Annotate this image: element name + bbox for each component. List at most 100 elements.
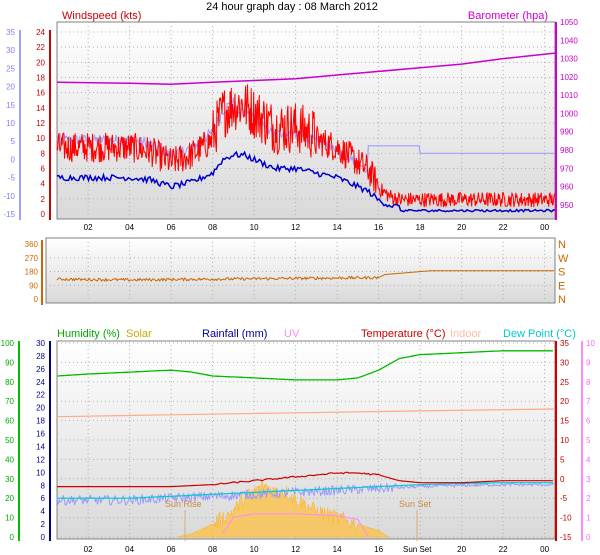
humidity-series — [56, 350, 553, 381]
legend-rainfall: Rainfall (mm) — [202, 328, 267, 340]
rainfall-tick: 10 — [36, 468, 45, 477]
barometer-tick: 1050 — [560, 18, 578, 27]
top-x-tick-label: 10 — [250, 223, 259, 232]
rainfall-tick: 20 — [36, 404, 45, 413]
rainfall-tick: 22 — [36, 391, 45, 400]
humidity-tick: 90 — [5, 358, 14, 367]
top-x-tick-label: 16 — [374, 223, 383, 232]
bottom-x-tick-label: 06 — [167, 545, 176, 554]
windspeed-tick: 4 — [41, 180, 46, 189]
humidity-tick: 80 — [5, 378, 14, 387]
bottom-ticks: 0102030405060708090100024681012141618202… — [1, 339, 596, 542]
humidity-tick: 20 — [5, 494, 14, 503]
wind-average-series — [56, 150, 556, 213]
temperature-tick: 30 — [560, 358, 569, 367]
uv-tick: 9 — [586, 358, 591, 367]
compass-label: N — [558, 239, 566, 251]
windspeed-tick: 8 — [41, 149, 46, 158]
rainfall-tick: 8 — [41, 481, 46, 490]
top-x-tick-label: 18 — [416, 223, 425, 232]
temperature-tick: 35 — [560, 339, 569, 348]
legend-temperature: Temperature (°C) — [361, 328, 445, 340]
wind-gust-series — [56, 84, 555, 208]
temperature-tick: 10 — [560, 436, 569, 445]
temperature-tick: -10 — [560, 514, 572, 523]
top-x-tick-label: 14 — [333, 223, 342, 232]
legend-solar: Solar — [126, 328, 152, 340]
humidity-tick: 70 — [5, 397, 14, 406]
bottom-x-tick-label: 12 — [291, 545, 300, 554]
wind-outer-tick: 0 — [11, 155, 16, 164]
windspeed-tick: 14 — [36, 104, 45, 113]
direction-tick: 180 — [25, 268, 39, 277]
direction-tick: 270 — [25, 254, 39, 263]
barometer-tick: 980 — [560, 146, 574, 155]
windspeed-tick: 10 — [36, 134, 45, 143]
windspeed-axis-label: Windspeed (kts) — [62, 10, 141, 22]
bottom-x-tick-label: 02 — [84, 545, 93, 554]
temperature-tick: -5 — [560, 494, 568, 503]
bottom-legend: Humidity (%) Solar Rainfall (mm) UV Temp… — [57, 328, 576, 340]
wind-outer-tick: 20 — [6, 83, 15, 92]
windspeed-tick: 12 — [36, 119, 45, 128]
barometer-tick: 1020 — [560, 73, 578, 82]
rainfall-tick: 24 — [36, 378, 45, 387]
sun-set-axis-label: Sun Set — [403, 545, 432, 554]
top-series — [56, 52, 556, 213]
wind-outer-tick: 10 — [6, 119, 15, 128]
top-x-tick-label: 04 — [125, 223, 134, 232]
barometer-axis-label: Barometer (hpa) — [468, 10, 548, 22]
rainfall-tick: 28 — [36, 352, 45, 361]
humidity-tick: 40 — [5, 455, 14, 464]
wind-outer-tick: -15 — [3, 210, 15, 219]
compass-label: N — [558, 294, 566, 306]
barometer-tick: 1010 — [560, 91, 578, 100]
bottom-x-tick-label: 08 — [208, 545, 217, 554]
indoor-series — [56, 408, 556, 418]
compass-label: E — [558, 280, 565, 292]
compass-label: S — [558, 267, 565, 279]
temperature-tick: 0 — [560, 475, 565, 484]
rainfall-tick: 14 — [36, 442, 45, 451]
wind-outer-tick: 15 — [6, 101, 15, 110]
direction-tick: 0 — [34, 295, 39, 304]
windspeed-tick: 16 — [36, 89, 45, 98]
rainfall-tick: 4 — [41, 507, 46, 516]
barometer-tick: 960 — [560, 183, 574, 192]
wind-outer-tick: 35 — [6, 28, 15, 37]
windspeed-tick: 22 — [36, 43, 45, 52]
mid-series — [56, 270, 554, 282]
legend-humidity: Humidity (%) — [57, 328, 120, 340]
windspeed-tick: 24 — [36, 28, 45, 37]
uv-tick: 8 — [586, 378, 591, 387]
rainfall-series — [56, 482, 555, 506]
legend-indoor: Indoor — [450, 328, 482, 340]
rainfall-tick: 6 — [41, 494, 46, 503]
humidity-tick: 0 — [10, 533, 15, 542]
bottom-series — [56, 350, 556, 538]
uv-tick: 10 — [586, 339, 595, 348]
uv-tick: 5 — [586, 436, 591, 445]
top-x-tick-label: 12 — [291, 223, 300, 232]
top-grid — [57, 22, 555, 219]
barometer-series — [56, 52, 556, 85]
top-x-tick-label: 20 — [457, 223, 466, 232]
barometer-tick: 1040 — [560, 36, 578, 45]
rainfall-tick: 26 — [36, 365, 45, 374]
wind-outer-tick: 25 — [6, 64, 15, 73]
humidity-tick: 60 — [5, 417, 14, 426]
uv-tick: 0 — [586, 533, 591, 542]
windspeed-tick: 0 — [41, 210, 46, 219]
wind-outer-tick: 5 — [11, 137, 16, 146]
temperature-tick: 15 — [560, 417, 569, 426]
bottom-x-tick-label: 14 — [333, 545, 342, 554]
wind-outer-tick: -5 — [8, 174, 16, 183]
uv-series — [222, 513, 369, 538]
legend-uv: UV — [284, 328, 300, 340]
top-x-ticks: 02 04 06 08 10 12 14 16 18 20 22 00 — [84, 223, 550, 232]
humidity-tick: 10 — [5, 514, 14, 523]
bottom-x-ticks: 02 04 06 08 10 12 14 16 20 22 00 — [84, 545, 550, 554]
barometer-tick: 950 — [560, 201, 574, 210]
humidity-tick: 30 — [5, 475, 14, 484]
